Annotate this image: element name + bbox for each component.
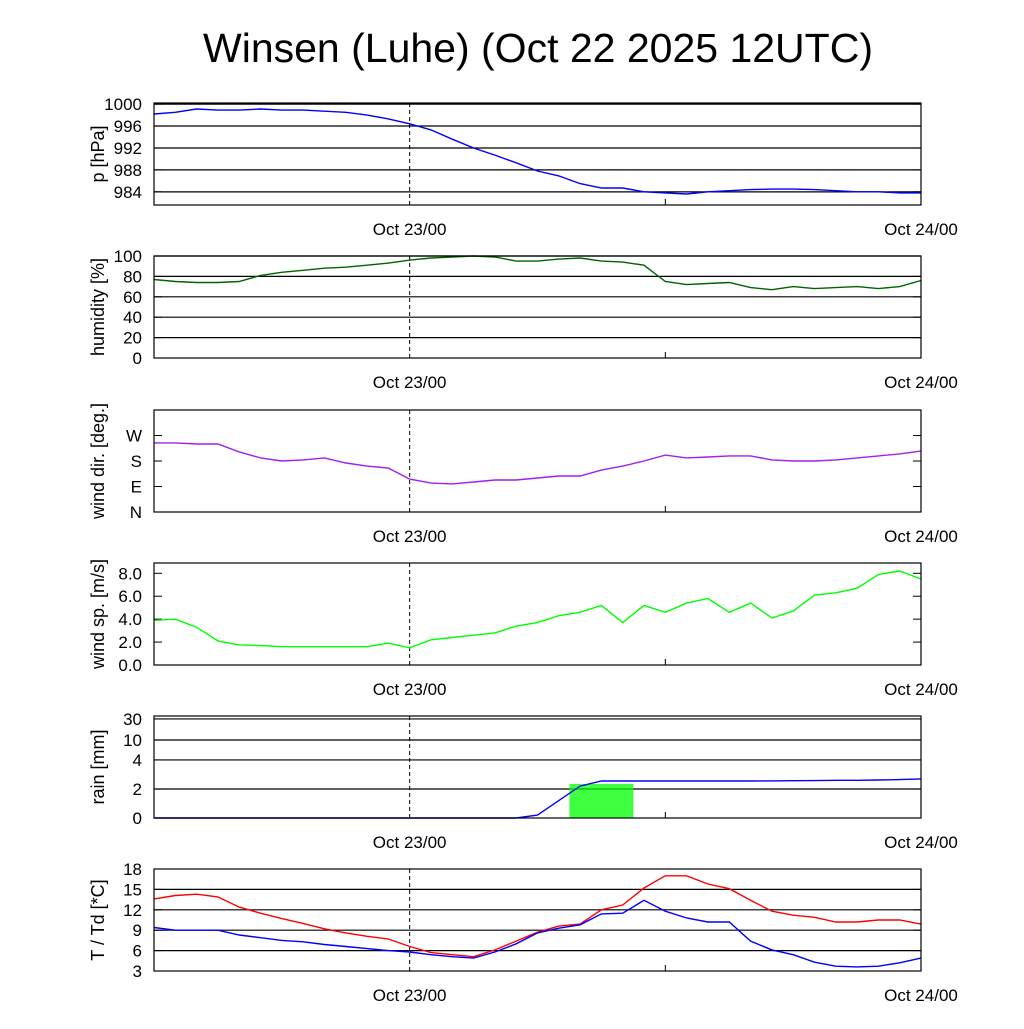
series-line-wind-direction	[154, 442, 922, 485]
series-line-td	[153, 899, 922, 968]
x-tick-label: Oct 23/00	[373, 220, 447, 239]
y-tick-label: W	[126, 427, 142, 446]
y-axis-label: wind dir. [deg.]	[88, 403, 108, 520]
x-tick-label: Oct 24/00	[884, 373, 958, 392]
y-tick-label: 4	[133, 751, 142, 770]
y-tick-label: 2.0	[118, 633, 142, 652]
y-tick-label: 4.0	[118, 610, 142, 629]
rain-bar	[569, 783, 634, 818]
plot-frame	[153, 409, 922, 513]
y-tick-label: 80	[123, 267, 142, 286]
y-tick-label: 3	[133, 962, 142, 981]
y-tick-label: 8.0	[118, 564, 142, 583]
y-tick-label: 0	[133, 349, 142, 368]
x-tick-label: Oct 24/00	[884, 527, 958, 546]
plot-frame	[153, 715, 922, 819]
y-tick-label: 12	[123, 901, 142, 920]
y-tick-label: 0.0	[118, 656, 142, 675]
panel-pressure: Oct 23/00 Oct 24/00 1000 996 992 988 984 p [hPa…	[88, 95, 958, 239]
y-tick-label: 60	[123, 288, 142, 307]
y-tick-label: 15	[123, 880, 142, 899]
y-tick-label: 10	[123, 731, 142, 750]
y-tick-label: 1000	[104, 95, 142, 114]
plot-frame	[153, 562, 922, 666]
x-tick-label: Oct 24/00	[884, 833, 958, 852]
y-tick-label: 0	[133, 809, 142, 828]
y-tick-label: E	[131, 478, 142, 497]
y-tick-label: 40	[123, 308, 142, 327]
x-tick-label: Oct 24/00	[884, 220, 958, 239]
y-axis-label: p [hPa]	[88, 125, 108, 182]
x-tick-label: Oct 23/00	[373, 986, 447, 1005]
y-axis-label: rain [mm]	[88, 729, 108, 804]
y-tick-label: 992	[114, 139, 142, 158]
x-tick-label: Oct 23/00	[373, 373, 447, 392]
y-tick-label: 6.0	[118, 587, 142, 606]
y-axis-label: wind sp. [m/s]	[88, 559, 108, 670]
y-axis-label: T / Td [*C]	[88, 879, 108, 960]
x-tick-label: Oct 23/00	[373, 680, 447, 699]
panel-rain: Oct 23/00 Oct 24/00 0 2 410 30 rain [mm]	[88, 710, 958, 852]
series-line-t	[153, 875, 922, 958]
y-tick-label: 984	[114, 183, 142, 202]
series-line-wind-speed	[153, 570, 922, 649]
x-tick-label: Oct 24/00	[884, 680, 958, 699]
y-tick-label: 30	[123, 710, 142, 729]
y-tick-label: 988	[114, 161, 142, 180]
y-tick-label: S	[131, 452, 142, 471]
plot-frame	[153, 102, 922, 206]
y-tick-label: 100	[114, 247, 142, 266]
y-tick-label: 9	[133, 921, 142, 940]
y-tick-label: 18	[123, 860, 142, 879]
series-line-accumulated-rain	[154, 778, 922, 819]
series-line-pressure	[153, 108, 921, 195]
series-line-humidity	[153, 255, 922, 291]
x-tick-label: Oct 24/00	[884, 986, 958, 1005]
panel-wind_speed: Oct 23/00 Oct 24/00 0.0 2.0 4.0 6.0 8.0 wind sp…	[88, 559, 958, 699]
y-tick-label: N	[130, 503, 142, 522]
plot-frame	[153, 868, 922, 972]
x-tick-label: Oct 23/00	[373, 527, 447, 546]
plot-frame	[153, 255, 922, 359]
chart-title: Winsen (Luhe) (Oct 22 2025 12UTC)	[203, 25, 873, 71]
y-tick-label: 20	[123, 329, 142, 348]
y-tick-label: 996	[114, 117, 142, 136]
y-tick-label: 2	[133, 780, 142, 799]
x-tick-label: Oct 23/00	[373, 833, 447, 852]
y-axis-label: humidity [%]	[88, 258, 108, 356]
y-tick-label: 6	[133, 942, 142, 961]
